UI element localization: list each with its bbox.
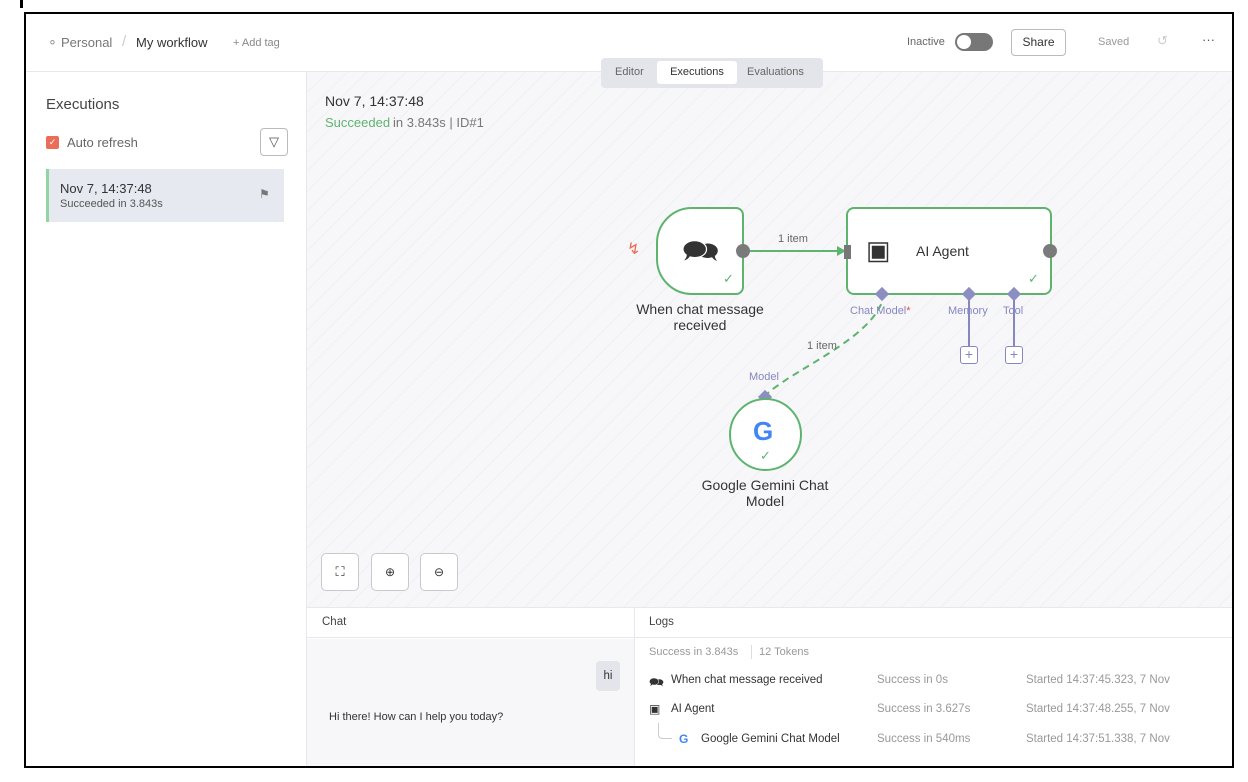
execution-status-word: Succeeded bbox=[325, 115, 391, 130]
log-name: When chat message received bbox=[671, 674, 823, 686]
robot-icon: ▣ bbox=[649, 702, 661, 716]
workflow-canvas[interactable]: Editor Executions Evaluations Nov 7, 14:… bbox=[307, 58, 1232, 607]
saved-status: Saved bbox=[1098, 36, 1130, 48]
execution-list-item[interactable]: Nov 7, 14:37:48 Succeeded in 3.843s ⚑ bbox=[46, 169, 284, 222]
tab-executions[interactable]: Executions bbox=[657, 61, 737, 84]
logs-summary-tokens: 12 Tokens bbox=[759, 646, 809, 658]
workflow-name[interactable]: My workflow bbox=[136, 35, 208, 50]
edge-label-model: 1 item bbox=[807, 340, 837, 352]
node-label-trigger: When chat message received bbox=[636, 301, 764, 333]
zoom-out-button[interactable]: ⊖ bbox=[420, 553, 458, 591]
user-message: hi bbox=[596, 661, 620, 691]
executions-sidebar: Executions ✓ Auto refresh ▽ Nov 7, 14:37… bbox=[26, 72, 307, 766]
robot-icon: ▣ bbox=[866, 235, 891, 265]
google-icon: G bbox=[753, 416, 774, 446]
breadcrumb-owner[interactable]: Personal bbox=[61, 35, 113, 50]
auto-refresh-checkbox[interactable]: ✓ bbox=[46, 136, 59, 149]
log-status: Success in 3.627s bbox=[877, 703, 971, 715]
execution-status-detail: in 3.843s | ID#1 bbox=[393, 115, 484, 130]
active-toggle[interactable] bbox=[955, 33, 993, 51]
auto-refresh-label[interactable]: Auto refresh bbox=[67, 135, 138, 150]
success-check-icon: ✓ bbox=[1028, 271, 1039, 286]
add-memory-button[interactable]: + bbox=[960, 346, 978, 364]
chat-model-text: Chat Model bbox=[850, 305, 907, 317]
fit-view-icon: ⛶ bbox=[335, 564, 345, 579]
view-tabs: Editor Executions Evaluations bbox=[601, 58, 823, 88]
trigger-bolt-icon: ↯ bbox=[627, 241, 641, 258]
google-icon: G bbox=[679, 732, 689, 746]
fit-view-button[interactable]: ⛶ bbox=[321, 553, 359, 591]
add-tool-button[interactable]: + bbox=[1005, 346, 1023, 364]
chat-icon: 🗪 bbox=[649, 675, 664, 689]
logs-summary-time: Success in 3.843s bbox=[649, 646, 739, 658]
add-tag-link[interactable]: + Add tag bbox=[233, 37, 280, 49]
node-ai-agent[interactable]: ▣ AI Agent ✓ bbox=[844, 207, 1052, 295]
filter-button[interactable]: ▽ bbox=[260, 128, 288, 156]
chat-title: Chat bbox=[322, 616, 347, 628]
user-icon: ⚬ bbox=[47, 35, 58, 50]
execution-status: Succeeded in 3.843s bbox=[60, 198, 163, 210]
port-label-model: Model bbox=[749, 371, 779, 383]
bot-message: Hi there! How can I help you today? bbox=[329, 711, 504, 723]
breadcrumb-separator: / bbox=[122, 33, 127, 50]
zoom-in-icon: ⊕ bbox=[384, 565, 396, 579]
port-label-memory: Memory bbox=[948, 305, 988, 317]
execution-heading: Nov 7, 14:37:48 bbox=[325, 93, 424, 109]
log-started: Started 14:37:48.255, 7 Nov bbox=[1026, 703, 1170, 715]
share-button[interactable]: Share bbox=[1011, 29, 1066, 56]
corner-mark bbox=[20, 0, 23, 8]
logs-title: Logs bbox=[649, 616, 674, 628]
log-name: Google Gemini Chat Model bbox=[701, 733, 840, 745]
log-row[interactable]: G Google Gemini Chat Model Success in 54… bbox=[635, 723, 1225, 753]
log-started: Started 14:37:45.323, 7 Nov bbox=[1026, 674, 1170, 686]
success-check-icon: ✓ bbox=[760, 448, 771, 463]
required-mark: * bbox=[906, 305, 911, 317]
model-connection bbox=[763, 301, 883, 398]
node-label-gemini: Google Gemini Chat Model bbox=[701, 477, 829, 509]
port-label-tool: Tool bbox=[1003, 305, 1024, 317]
connections bbox=[743, 246, 1015, 398]
log-name: AI Agent bbox=[671, 703, 715, 715]
success-check-icon: ✓ bbox=[723, 271, 734, 286]
arrow-head bbox=[837, 246, 846, 256]
zoom-in-button[interactable]: ⊕ bbox=[371, 553, 409, 591]
app-window: ⚬ Personal / My workflow + Add tag Inact… bbox=[24, 12, 1234, 768]
log-started: Started 14:37:51.338, 7 Nov bbox=[1026, 733, 1170, 745]
logs-panel: Logs Success in 3.843s 12 Tokens 🗪 When … bbox=[635, 608, 1232, 766]
history-icon[interactable]: ↺ bbox=[1157, 33, 1168, 48]
output-port[interactable] bbox=[736, 244, 750, 258]
log-row[interactable]: 🗪 When chat message received Success in … bbox=[635, 674, 1225, 694]
chat-icon: 🗪 bbox=[682, 235, 720, 268]
tab-evaluations[interactable]: Evaluations bbox=[747, 66, 804, 78]
zoom-out-icon: ⊖ bbox=[433, 565, 445, 579]
output-port[interactable] bbox=[1043, 244, 1057, 258]
sidebar-title: Executions bbox=[46, 96, 120, 113]
active-label: Inactive bbox=[907, 36, 945, 48]
flask-icon[interactable]: ⚑ bbox=[259, 187, 270, 201]
log-status: Success in 540ms bbox=[877, 733, 971, 745]
execution-time: Nov 7, 14:37:48 bbox=[60, 181, 152, 196]
tree-connector bbox=[658, 723, 672, 739]
node-chat-trigger[interactable]: 🗪 ✓ bbox=[656, 207, 744, 295]
node-gemini[interactable]: G ✓ bbox=[729, 398, 802, 471]
tab-editor[interactable]: Editor bbox=[615, 66, 644, 78]
log-status: Success in 0s bbox=[877, 674, 948, 686]
filter-icon: ▽ bbox=[269, 134, 279, 149]
node-label-agent: AI Agent bbox=[916, 243, 969, 259]
port-label-chat-model: Chat Model* bbox=[850, 305, 911, 317]
bottom-panel: Chat hi Hi there! How can I help you tod… bbox=[307, 607, 1232, 766]
edge-label-main: 1 item bbox=[778, 233, 808, 245]
chat-panel: Chat hi Hi there! How can I help you tod… bbox=[307, 608, 635, 766]
input-port[interactable] bbox=[844, 245, 851, 259]
more-options-icon[interactable]: ··· bbox=[1202, 32, 1215, 47]
log-row[interactable]: ▣ AI Agent Success in 3.627s Started 14:… bbox=[635, 702, 1225, 723]
